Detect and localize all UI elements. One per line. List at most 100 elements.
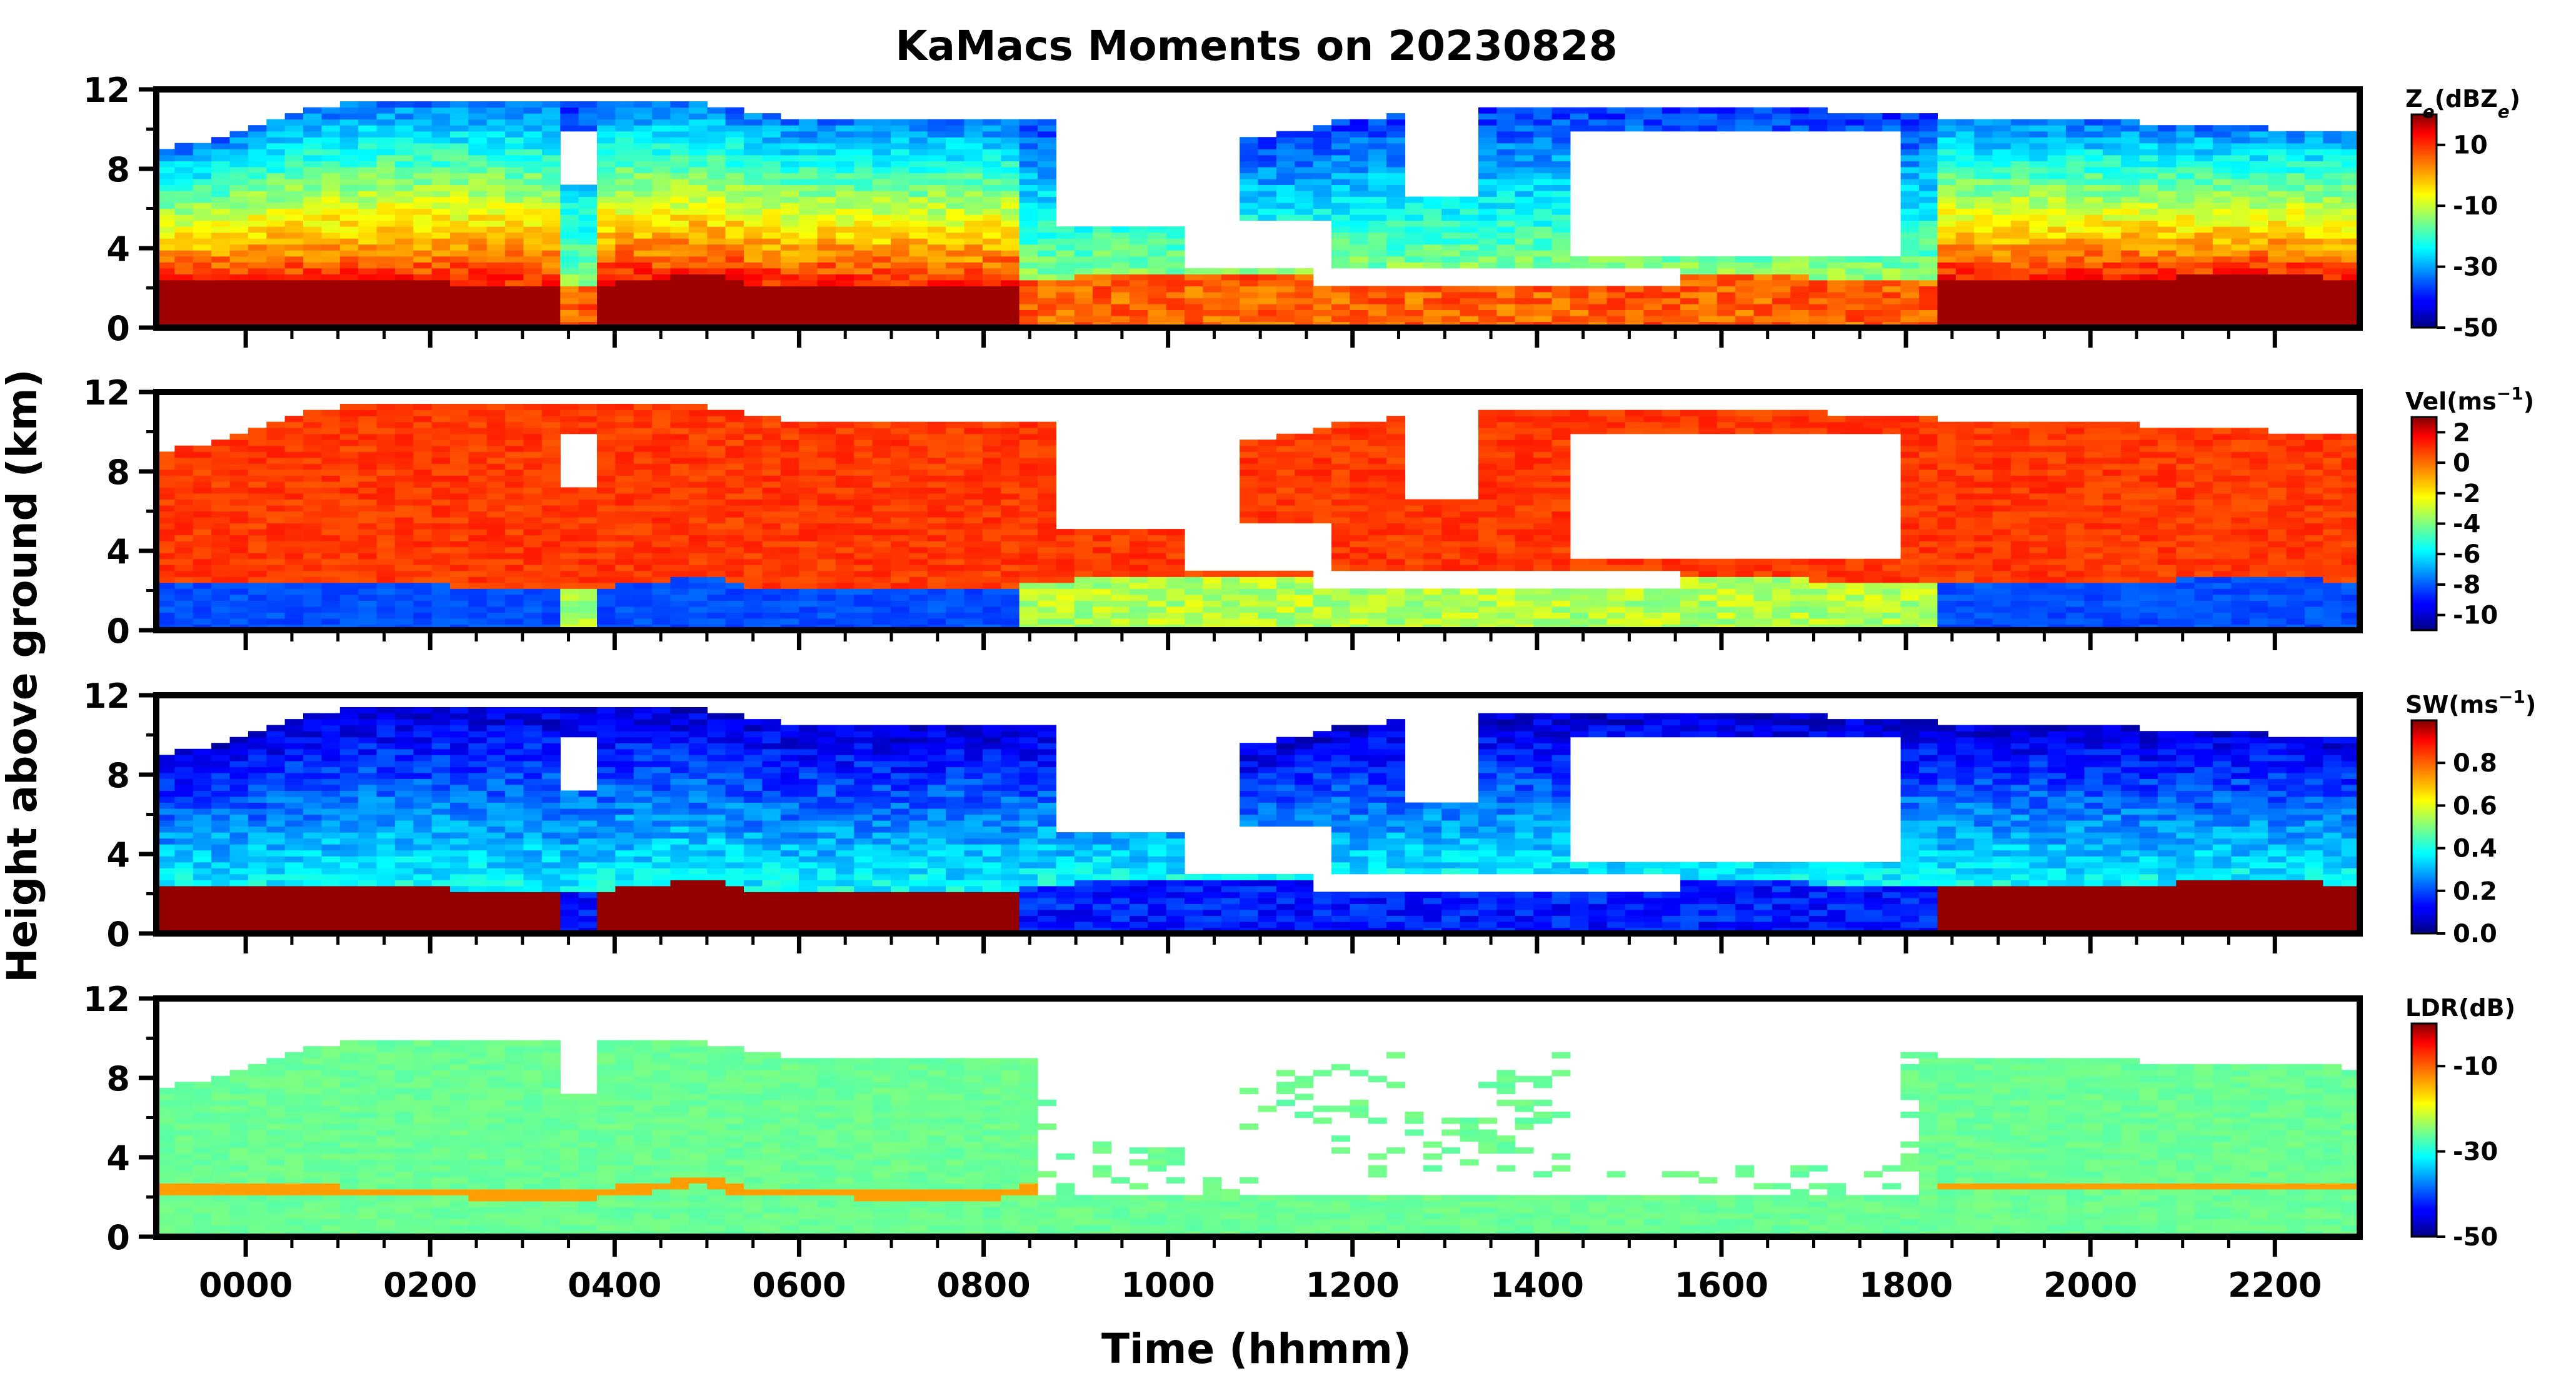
- heatmap-cell: [799, 600, 818, 607]
- heatmap-cell: [394, 149, 414, 156]
- heatmap-cell: [927, 119, 946, 126]
- heatmap-cell: [780, 226, 799, 233]
- heatmap-cell: [1533, 238, 1553, 245]
- heatmap-cell: [211, 576, 231, 583]
- heatmap-cell: [2341, 166, 2360, 173]
- heatmap-cell: [964, 203, 983, 209]
- heatmap-cell: [1974, 149, 1993, 156]
- heatmap-cell: [541, 238, 561, 245]
- heatmap-cell: [597, 553, 616, 560]
- heatmap-cell: [652, 149, 671, 156]
- heatmap-cell: [394, 505, 414, 512]
- heatmap-cell: [1919, 274, 1938, 281]
- heatmap-cell: [284, 262, 304, 269]
- heatmap-cell: [2157, 184, 2177, 191]
- heatmap-cell: [854, 451, 873, 458]
- heatmap-cell: [450, 309, 469, 316]
- heatmap-cell: [358, 173, 378, 179]
- heatmap-cell: [156, 535, 175, 541]
- heatmap-cell: [486, 226, 506, 233]
- heatmap-cell: [523, 203, 543, 209]
- heatmap-cell: [891, 279, 910, 286]
- heatmap-cell: [505, 523, 524, 530]
- heatmap-cell: [1496, 256, 1516, 263]
- heatmap-cell: [670, 582, 689, 589]
- heatmap-cell: [1625, 256, 1644, 263]
- heatmap-cell: [431, 493, 451, 500]
- heatmap-cell: [1478, 238, 1497, 245]
- heatmap-cell: [321, 451, 341, 458]
- heatmap-cell: [284, 523, 304, 530]
- heatmap-cell: [707, 428, 726, 435]
- heatmap-cell: [431, 214, 451, 221]
- heatmap-cell: [248, 309, 267, 316]
- heatmap-cell: [2029, 125, 2048, 132]
- heatmap-cell: [394, 208, 414, 215]
- heatmap-cell: [633, 298, 653, 304]
- heatmap-cell: [835, 250, 854, 257]
- heatmap-cell: [1900, 291, 1920, 298]
- heatmap-cell: [505, 107, 524, 114]
- heatmap-cell: [1313, 286, 1332, 293]
- heatmap-cell: [284, 220, 304, 227]
- heatmap-cell: [615, 154, 634, 161]
- heatmap-cell: [854, 256, 873, 263]
- heatmap-cell: [1423, 244, 1442, 251]
- heatmap-cell: [1258, 303, 1277, 310]
- heatmap-cell: [376, 125, 396, 132]
- heatmap-cell: [688, 298, 708, 304]
- heatmap-cell: [541, 303, 561, 310]
- heatmap-cell: [744, 232, 763, 239]
- heatmap-cell: [891, 149, 910, 156]
- heatmap-cell: [468, 214, 488, 221]
- heatmap-cell: [523, 594, 543, 601]
- heatmap-cell: [891, 137, 910, 144]
- heatmap-cell: [2249, 203, 2268, 209]
- heatmap-cell: [1551, 244, 1571, 251]
- heatmap-cell: [799, 553, 818, 560]
- heatmap-cell: [762, 600, 781, 607]
- heatmap-cell: [1001, 268, 1020, 274]
- heatmap-cell: [1845, 298, 1865, 304]
- heatmap-cell: [358, 469, 378, 476]
- heatmap-cell: [578, 190, 598, 197]
- heatmap-cell: [1974, 154, 1993, 161]
- heatmap-cell: [982, 131, 1001, 138]
- heatmap-cell: [2194, 161, 2213, 168]
- heatmap-cell: [376, 469, 396, 476]
- heatmap-cell: [413, 279, 433, 286]
- heatmap-cell: [229, 529, 249, 536]
- heatmap-cell: [193, 517, 212, 524]
- heatmap-cell: [2341, 214, 2360, 221]
- heatmap-cell: [744, 511, 763, 518]
- heatmap-cell: [688, 303, 708, 310]
- heatmap-cell: [633, 226, 653, 233]
- heatmap-cell: [1001, 256, 1020, 263]
- heatmap-cell: [541, 440, 561, 446]
- heatmap-cell: [854, 131, 873, 138]
- heatmap-cell: [560, 256, 579, 263]
- heatmap-cell: [780, 529, 799, 536]
- heatmap-cell: [1974, 196, 1993, 203]
- heatmap-cell: [1001, 190, 1020, 197]
- heatmap-cell: [946, 190, 965, 197]
- heatmap-cell: [156, 505, 175, 512]
- heatmap-cell: [468, 416, 488, 423]
- heatmap-cell: [211, 594, 231, 601]
- heatmap-cell: [486, 268, 506, 274]
- heatmap-cell: [1258, 268, 1277, 274]
- heatmap-cell: [450, 154, 469, 161]
- heatmap-cell: [193, 143, 212, 149]
- heatmap-cell: [1753, 274, 1773, 281]
- heatmap-cell: [2194, 262, 2213, 269]
- heatmap-cell: [946, 154, 965, 161]
- heatmap-cell: [1258, 154, 1277, 161]
- heatmap-cell: [1606, 256, 1626, 263]
- heatmap-cell: [1643, 315, 1663, 322]
- heatmap-cell: [541, 119, 561, 126]
- heatmap-cell: [725, 309, 744, 316]
- heatmap-cell: [376, 440, 396, 446]
- heatmap-cell: [358, 137, 378, 144]
- heatmap-cell: [578, 119, 598, 126]
- heatmap-cell: [964, 166, 983, 173]
